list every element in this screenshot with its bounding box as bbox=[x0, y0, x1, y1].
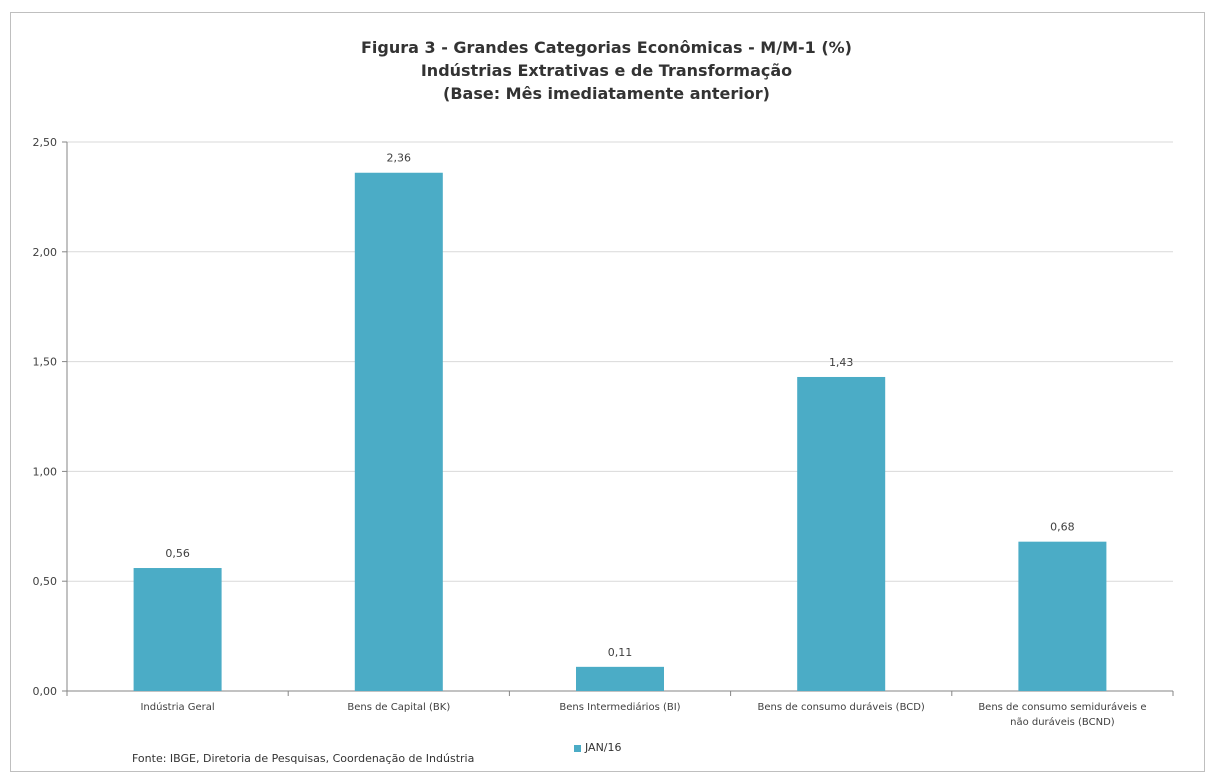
x-tick-label: Indústria Geral bbox=[140, 701, 214, 713]
x-tick-label-line: Bens de consumo semiduráveis e bbox=[978, 701, 1146, 713]
y-tick-label: 1,50 bbox=[33, 356, 58, 369]
x-tick-label-line: Bens de consumo duráveis (BCD) bbox=[758, 701, 925, 713]
x-tick-label: Bens de Capital (BK) bbox=[347, 702, 450, 713]
x-tick-label-line: Bens de Capital (BK) bbox=[347, 702, 450, 713]
chart-subtitle: Indústrias Extrativas e de Transformação bbox=[420, 61, 793, 80]
x-tick-label: Bens de consumo semiduráveis e não duráve… bbox=[978, 701, 1146, 728]
legend-label: JAN/16 bbox=[585, 741, 622, 754]
chart-title: Figura 3 - Grandes Categorias Econômicas… bbox=[360, 38, 852, 57]
y-tick-label: 2,00 bbox=[33, 246, 58, 259]
legend: JAN/16 bbox=[574, 741, 622, 754]
x-tick-label-line: não duráveis (BCND) bbox=[1010, 716, 1115, 728]
chart-titles: Figura 3 - Grandes Categorias Econômicas… bbox=[0, 36, 1213, 105]
data-label: 0,56 bbox=[165, 547, 190, 560]
data-label: 0,11 bbox=[608, 646, 633, 659]
x-tick-label-line: Indústria Geral bbox=[140, 701, 214, 713]
bar bbox=[354, 172, 443, 691]
bar bbox=[1018, 541, 1107, 691]
y-tick-label: 2,50 bbox=[33, 136, 58, 149]
y-tick-label: 0,50 bbox=[33, 575, 58, 588]
bar bbox=[576, 666, 664, 691]
data-label: 1,43 bbox=[829, 356, 854, 369]
data-label: 0,68 bbox=[1050, 521, 1075, 534]
bar bbox=[797, 376, 886, 691]
x-tick-label: Bens de consumo duráveis (BCD) bbox=[758, 701, 925, 713]
data-label: 2,36 bbox=[387, 152, 412, 165]
y-tick-label: 0,00 bbox=[33, 685, 58, 698]
x-tick-label-line: Bens Intermediários (BI) bbox=[559, 701, 680, 713]
bar bbox=[133, 568, 222, 691]
source-note: Fonte: IBGE, Diretoria de Pesquisas, Coo… bbox=[132, 752, 475, 765]
y-tick-label: 1,00 bbox=[33, 465, 58, 478]
legend-swatch bbox=[574, 744, 581, 752]
chart-subtitle-base: (Base: Mês imediatamente anterior) bbox=[443, 84, 770, 103]
x-tick-label: Bens Intermediários (BI) bbox=[559, 701, 680, 713]
